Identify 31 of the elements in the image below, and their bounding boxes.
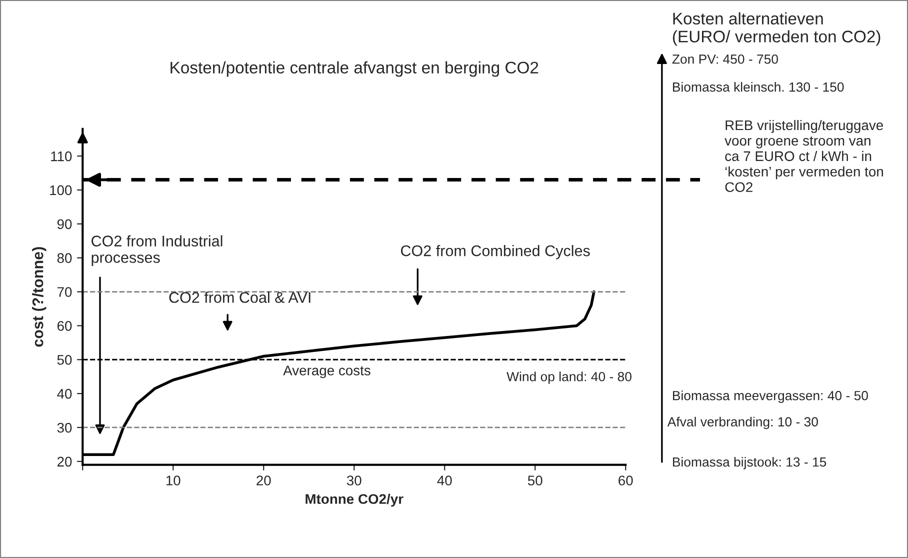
x-tick-label: 50 — [528, 476, 542, 486]
x-tick-label: 40 — [437, 476, 452, 486]
y-tick-label: 110 — [51, 151, 72, 162]
y-tick-label: 40 — [57, 388, 72, 399]
y-tick-label: 30 — [57, 422, 72, 433]
ref-line-label: Average costs — [283, 366, 370, 378]
chart-title: Kosten/potentie centrale afvangst en berging CO2 — [170, 61, 538, 77]
y-axis-title: cost (?/tonne) — [32, 247, 46, 347]
annotation: Wind op land: 40 - 80 — [506, 372, 632, 384]
x-tick-label: 10 — [166, 476, 180, 486]
annotation: CO2 from Coal & AVI — [169, 292, 310, 303]
annotation: CO2 from Industrial processes — [92, 235, 222, 266]
x-tick-label: 30 — [346, 476, 362, 486]
y-tick-label: 70 — [57, 287, 72, 297]
x-tick-label: 20 — [256, 476, 271, 486]
text: Biomassa kleinsch. 130 - 150 — [673, 82, 844, 92]
y-tick-label: 90 — [57, 219, 72, 230]
text: Zon PV: 450 - 750 — [672, 54, 778, 64]
y-tick-label: 100 — [50, 185, 72, 196]
y-tick-label: 20 — [57, 456, 72, 467]
ref-line-label: REB vrijstelling/teruggave voor groene stroom van ca 7 EURO ct / kWh - in ‘kosten’ per vermeden ton CO2 — [724, 120, 883, 192]
y-tick-label: 80 — [57, 253, 72, 264]
x-axis-title: Mtonne CO2/yr — [306, 494, 404, 507]
y-tick-label: 50 — [57, 354, 72, 365]
x-tick-label: 60 — [618, 476, 633, 486]
text: Afval verbranding: 10 - 30 — [667, 416, 818, 430]
text: Kosten alternatieven (EURO/ vermeden ton CO2) — [672, 12, 880, 46]
text: Biomassa bijstook: 13 - 15 — [673, 456, 826, 470]
y-tick-label: 60 — [57, 321, 72, 331]
annotation: CO2 from Combined Cycles — [400, 244, 590, 260]
text: Biomassa meevergassen: 40 - 50 — [673, 390, 868, 403]
